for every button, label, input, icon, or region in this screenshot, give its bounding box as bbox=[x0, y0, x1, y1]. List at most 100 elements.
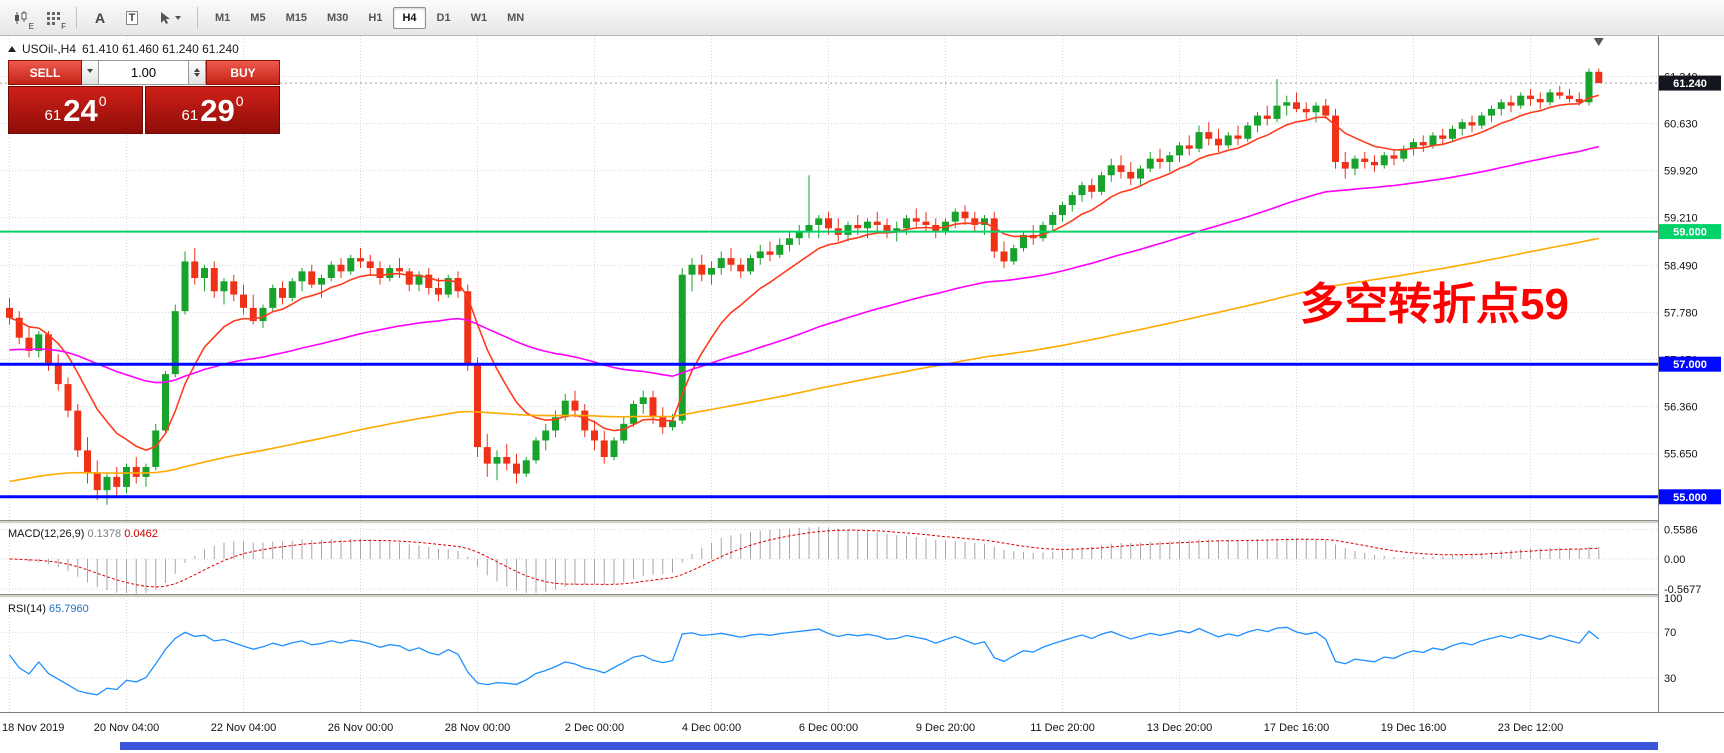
candle-body bbox=[474, 364, 481, 448]
svg-text:58.490: 58.490 bbox=[1664, 260, 1698, 272]
candle-body bbox=[181, 261, 189, 312]
timeframe-button-m5[interactable]: M5 bbox=[250, 11, 266, 24]
candle-body bbox=[152, 430, 160, 467]
horizontal-scrollbar[interactable] bbox=[120, 742, 1658, 750]
indicator-grid-icon[interactable]: F bbox=[38, 4, 68, 32]
candle-body bbox=[1185, 145, 1193, 149]
candle-body bbox=[240, 294, 247, 308]
candle-body bbox=[103, 476, 111, 491]
candle-body bbox=[815, 218, 823, 225]
pane-separator[interactable] bbox=[0, 594, 1724, 598]
timeframe-button-h1[interactable]: H1 bbox=[368, 11, 383, 24]
candle-body bbox=[230, 281, 238, 295]
svg-text:22 Nov 04:00: 22 Nov 04:00 bbox=[211, 722, 276, 734]
svg-text:61.240: 61.240 bbox=[1673, 78, 1707, 90]
candle-body bbox=[396, 268, 403, 272]
candle-body bbox=[376, 268, 384, 278]
price-axis-labels: 61.34060.63059.92059.21058.49057.78057.0… bbox=[1664, 71, 1701, 684]
indicator-label: MACD(12,26,9) 0.1378 0.0462 bbox=[8, 528, 158, 540]
candle-body bbox=[1410, 142, 1417, 149]
sell-price-display[interactable]: 61 24 0 bbox=[8, 86, 143, 134]
svg-text:-0.5677: -0.5677 bbox=[1664, 584, 1701, 596]
candle-body bbox=[1293, 102, 1300, 109]
svg-text:100: 100 bbox=[1664, 593, 1682, 605]
svg-text:28 Nov 00:00: 28 Nov 00:00 bbox=[445, 722, 510, 734]
candle-body bbox=[1536, 98, 1544, 103]
sell-button[interactable]: SELL bbox=[8, 60, 82, 85]
level-lines bbox=[0, 230, 1658, 499]
timeframe-button-d1[interactable]: D1 bbox=[436, 11, 451, 24]
candle-body bbox=[366, 261, 374, 269]
svg-text:60.630: 60.630 bbox=[1664, 119, 1698, 131]
timeframe-button-m30[interactable]: M30 bbox=[326, 11, 349, 24]
candle-body bbox=[747, 258, 754, 272]
timeframe-button-w1[interactable]: W1 bbox=[470, 11, 488, 24]
label-tool-icon[interactable]: A bbox=[94, 9, 106, 26]
candle-body bbox=[405, 271, 413, 285]
candles-glyph bbox=[15, 10, 27, 24]
ma-line-160 bbox=[9, 237, 1599, 483]
timeframe-button-m1[interactable]: M1 bbox=[215, 11, 231, 24]
candle-body bbox=[844, 224, 852, 235]
candle-body bbox=[210, 268, 218, 292]
candle-body bbox=[795, 231, 803, 239]
candle-body bbox=[259, 307, 267, 322]
candle-body bbox=[1468, 122, 1476, 126]
candle-body bbox=[327, 264, 335, 278]
candle-body bbox=[786, 238, 793, 245]
grid-glyph bbox=[47, 11, 60, 25]
candle-body bbox=[1215, 138, 1222, 146]
level-price-badge bbox=[1659, 489, 1721, 505]
buy-button[interactable]: BUY bbox=[206, 60, 280, 85]
svg-text:55.650: 55.650 bbox=[1664, 449, 1698, 461]
candle-body bbox=[1351, 158, 1359, 169]
candle-body bbox=[220, 281, 228, 292]
chart-canvas: 61.34060.63059.92059.21058.49057.78057.0… bbox=[0, 36, 1724, 753]
buy-price-display[interactable]: 61 29 0 bbox=[145, 86, 280, 134]
pane-separator[interactable] bbox=[0, 520, 1724, 524]
drawing-tools-icon[interactable] bbox=[149, 4, 189, 32]
candle-body bbox=[610, 440, 618, 458]
svg-text:57.780: 57.780 bbox=[1664, 307, 1698, 319]
chart-shift-marker[interactable] bbox=[1593, 38, 1604, 46]
svg-text:30: 30 bbox=[1664, 673, 1676, 685]
price-axis[interactable] bbox=[1658, 36, 1724, 753]
candle-body bbox=[1478, 115, 1486, 126]
toolbar: E F A T M1 M5 M15 M30 H1 H4 bbox=[0, 0, 1724, 36]
symbol-info: USOil-,H4 61.410 61.460 61.240 61.240 bbox=[8, 42, 239, 56]
timeframe-button-mn[interactable]: MN bbox=[507, 11, 525, 24]
candle-body bbox=[93, 473, 101, 491]
one-click-collapse-icon[interactable] bbox=[8, 42, 16, 52]
candle-body bbox=[717, 258, 725, 269]
buy-price-major: 61 bbox=[181, 106, 199, 124]
time-axis[interactable]: 18 Nov 2019 20 Nov 04:00 22 Nov 04:00 26 No… bbox=[2, 722, 1563, 734]
candle-body bbox=[1049, 215, 1057, 225]
volume-dropdown-button[interactable] bbox=[82, 60, 99, 85]
candle-body bbox=[922, 221, 930, 225]
candle-body bbox=[1371, 161, 1378, 166]
candle-body bbox=[1068, 195, 1076, 206]
candle-body bbox=[113, 476, 121, 487]
toolbar-separator bbox=[76, 6, 77, 29]
candle-body bbox=[347, 258, 355, 272]
volume-stepper[interactable] bbox=[189, 60, 206, 85]
timeframe-button-m15[interactable]: M15 bbox=[285, 11, 307, 24]
candle-body bbox=[1575, 98, 1583, 103]
candle-body bbox=[249, 307, 257, 322]
candle-body bbox=[1400, 148, 1408, 159]
candle-body bbox=[15, 317, 23, 338]
candle-body bbox=[35, 334, 43, 351]
text-tool-icon[interactable]: T bbox=[117, 4, 147, 32]
cursor-glyph bbox=[160, 11, 170, 24]
svg-text:13 Dec 20:00: 13 Dec 20:00 bbox=[1147, 722, 1212, 734]
candle-body bbox=[513, 463, 520, 474]
candlestick-chart-icon[interactable]: E bbox=[6, 4, 36, 32]
candle-body bbox=[64, 384, 72, 411]
candle-body bbox=[600, 440, 608, 458]
volume-input[interactable]: 1.00 bbox=[99, 60, 189, 85]
candle-body bbox=[1497, 102, 1505, 109]
timeframe-button-h4[interactable]: H4 bbox=[393, 6, 426, 29]
candle-body bbox=[776, 244, 784, 255]
candle-body bbox=[6, 307, 13, 318]
